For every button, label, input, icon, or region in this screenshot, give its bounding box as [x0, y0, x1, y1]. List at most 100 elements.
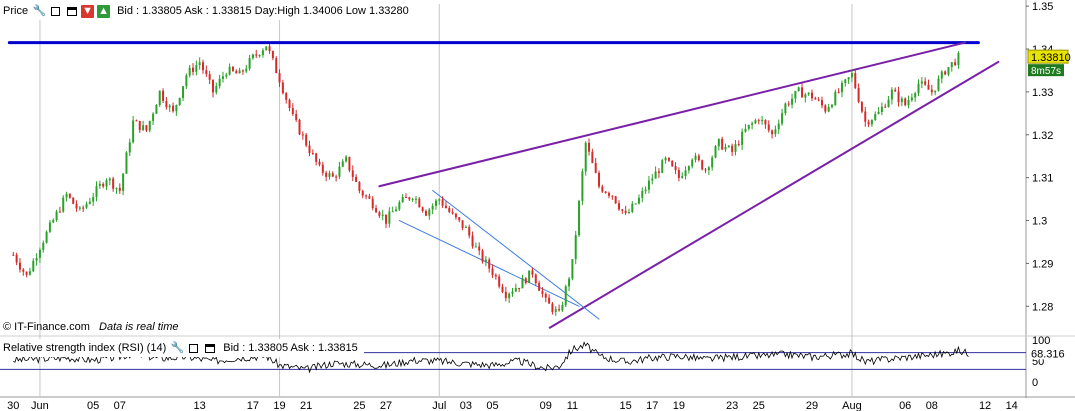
candle-up: [431, 205, 434, 210]
candle-down: [494, 275, 497, 277]
rsi-value-label: 68.316: [1031, 348, 1065, 360]
candle-up: [108, 178, 111, 181]
candle-up: [98, 183, 101, 187]
candle-up: [258, 55, 261, 57]
candle-up: [914, 93, 917, 98]
candle-down: [22, 269, 25, 272]
candle-down: [904, 98, 907, 106]
candle-down: [491, 268, 494, 276]
candle-down: [255, 54, 258, 56]
candle-down: [405, 196, 408, 198]
candle-layer: [12, 43, 960, 316]
candle-down: [458, 217, 461, 221]
candle-down: [461, 220, 464, 228]
candle-down: [68, 193, 71, 198]
candle-down: [25, 271, 28, 275]
candle-up: [661, 160, 664, 173]
candle-down: [358, 181, 361, 191]
candle-up: [840, 82, 843, 93]
candle-down: [501, 286, 504, 292]
candle-down: [824, 105, 827, 112]
candle-down: [764, 119, 767, 125]
candle-down: [295, 113, 298, 120]
date-tick-label: 14: [1006, 400, 1018, 411]
candle-up: [265, 46, 268, 51]
candle-down: [894, 89, 897, 92]
candle-down: [268, 46, 271, 52]
candle-down: [211, 79, 214, 93]
candle-up: [341, 161, 344, 167]
candle-down: [271, 51, 274, 59]
candle-up: [714, 146, 717, 158]
candle-down: [18, 262, 21, 270]
candle-down: [12, 254, 15, 256]
candle-down: [308, 145, 311, 153]
candle-down: [298, 119, 301, 135]
candle-down: [721, 138, 724, 150]
rsi-quote-info: Bid : 1.33805 Ask : 1.33815: [223, 342, 358, 354]
candle-down: [231, 66, 234, 71]
candle-down: [285, 93, 288, 100]
candle-down: [172, 105, 175, 112]
candle-up: [727, 145, 730, 147]
candle-down: [102, 183, 105, 187]
candle-down: [448, 208, 451, 212]
candle-up: [827, 107, 830, 112]
candle-down: [408, 197, 411, 200]
candle-up: [751, 123, 754, 125]
window-icon[interactable]: [187, 342, 200, 355]
candle-up: [844, 79, 847, 83]
price-tick-label: 1.29: [1032, 258, 1053, 270]
candle-down: [677, 170, 680, 178]
candle-up: [32, 260, 35, 272]
minimize-icon[interactable]: [65, 5, 78, 18]
date-tick-label: 13: [194, 400, 206, 411]
candle-up: [514, 287, 517, 292]
candle-up: [148, 120, 151, 131]
candle-up: [734, 144, 737, 152]
candle-down: [291, 108, 294, 114]
date-tick-label: 19: [673, 400, 685, 411]
copyright-note: © IT-Finance.com Data is real time: [3, 321, 179, 333]
window-icon[interactable]: [49, 5, 62, 18]
candle-down: [205, 70, 208, 75]
candle-down: [498, 276, 501, 287]
candle-down: [787, 103, 790, 105]
candle-up: [920, 81, 923, 84]
candle-down: [355, 176, 358, 182]
candle-up: [917, 83, 920, 94]
upload-icon[interactable]: ▲: [97, 4, 111, 18]
candle-down: [601, 186, 604, 192]
candle-down: [817, 99, 820, 101]
channel-upper-trendline: [432, 190, 600, 320]
candle-up: [391, 211, 394, 213]
candle-down: [418, 198, 421, 208]
candle-up: [65, 193, 68, 198]
candle-up: [744, 128, 747, 132]
candle-down: [15, 254, 18, 263]
candle-up: [528, 270, 531, 283]
candle-up: [890, 89, 893, 100]
candle-down: [954, 62, 957, 66]
candle-down: [351, 170, 354, 177]
minimize-icon[interactable]: [203, 342, 216, 355]
price-tick-label: 1.32: [1032, 130, 1053, 142]
candle-up: [684, 170, 687, 177]
candle-down: [897, 91, 900, 103]
wrench-icon[interactable]: 🔧: [170, 341, 185, 354]
candle-up: [874, 114, 877, 120]
candle-up: [717, 138, 720, 147]
download-icon[interactable]: ▼: [81, 4, 95, 18]
candle-up: [78, 207, 81, 209]
candle-up: [381, 214, 384, 216]
wrench-icon[interactable]: 🔧: [32, 4, 47, 17]
rsi-tick-label: 100: [1032, 335, 1050, 347]
candle-down: [424, 211, 427, 216]
candle-down: [162, 90, 165, 101]
candle-down: [701, 160, 704, 170]
date-tick-label: 07: [114, 400, 126, 411]
candle-up: [654, 171, 657, 179]
candle-up: [132, 120, 135, 143]
candle-up: [52, 220, 55, 223]
